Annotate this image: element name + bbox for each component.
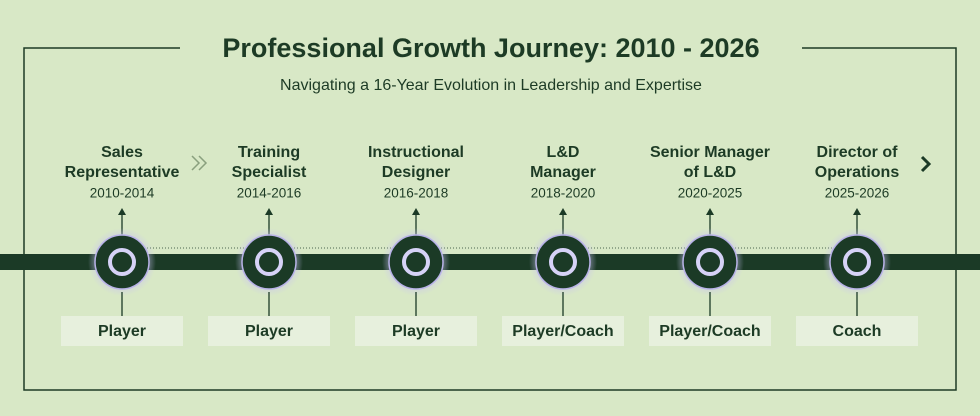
role-label: Player/Coach [659,323,760,340]
stage-title: Training [238,144,300,161]
node-ring [549,248,577,276]
stage-title: Instructional [368,144,464,161]
node-ring [255,248,283,276]
role-box [796,316,918,346]
stage-years: 2018-2020 [531,186,596,201]
node-ring [402,248,430,276]
chevron [920,155,932,173]
subtitle: Navigating a 16-Year Evolution in Leader… [280,77,702,94]
stage-title: Senior Manager [650,144,770,161]
role-box [355,316,477,346]
stage-title: Representative [65,164,180,181]
stage-title: Director of [817,144,899,161]
role-label: Player/Coach [512,323,613,340]
role-box [502,316,624,346]
arrowhead [118,208,126,215]
stage-title: Operations [815,164,900,181]
stage-title: of L&D [684,164,736,181]
arrowhead [412,208,420,215]
title: Professional Growth Journey: 2010 - 2026 [222,33,759,63]
stage-years: 2010-2014 [90,186,155,201]
stage-years: 2014-2016 [237,186,302,201]
arrowhead [853,208,861,215]
arrowhead [265,208,273,215]
role-label: Player [98,323,146,340]
arrowhead [706,208,714,215]
arrowhead [559,208,567,215]
role-box [61,316,183,346]
chevron [191,155,208,171]
role-label: Player [392,323,440,340]
frame [23,47,957,391]
stage-title: Designer [382,164,450,181]
node-ring [843,248,871,276]
stage-title: Specialist [232,164,307,181]
role-label: Coach [833,323,882,340]
role-label: Player [245,323,293,340]
role-box [649,316,771,346]
stage-years: 2025-2026 [825,186,890,201]
stage-years: 2020-2025 [678,186,743,201]
stage-years: 2016-2018 [384,186,449,201]
stage-title: L&D [547,144,580,161]
role-box [208,316,330,346]
stage-title: Sales [101,144,143,161]
node-ring [108,248,136,276]
node-ring [696,248,724,276]
stages: Sales Representative 2010-2014 Player Traini… [61,144,918,346]
stage-title: Manager [530,164,596,181]
